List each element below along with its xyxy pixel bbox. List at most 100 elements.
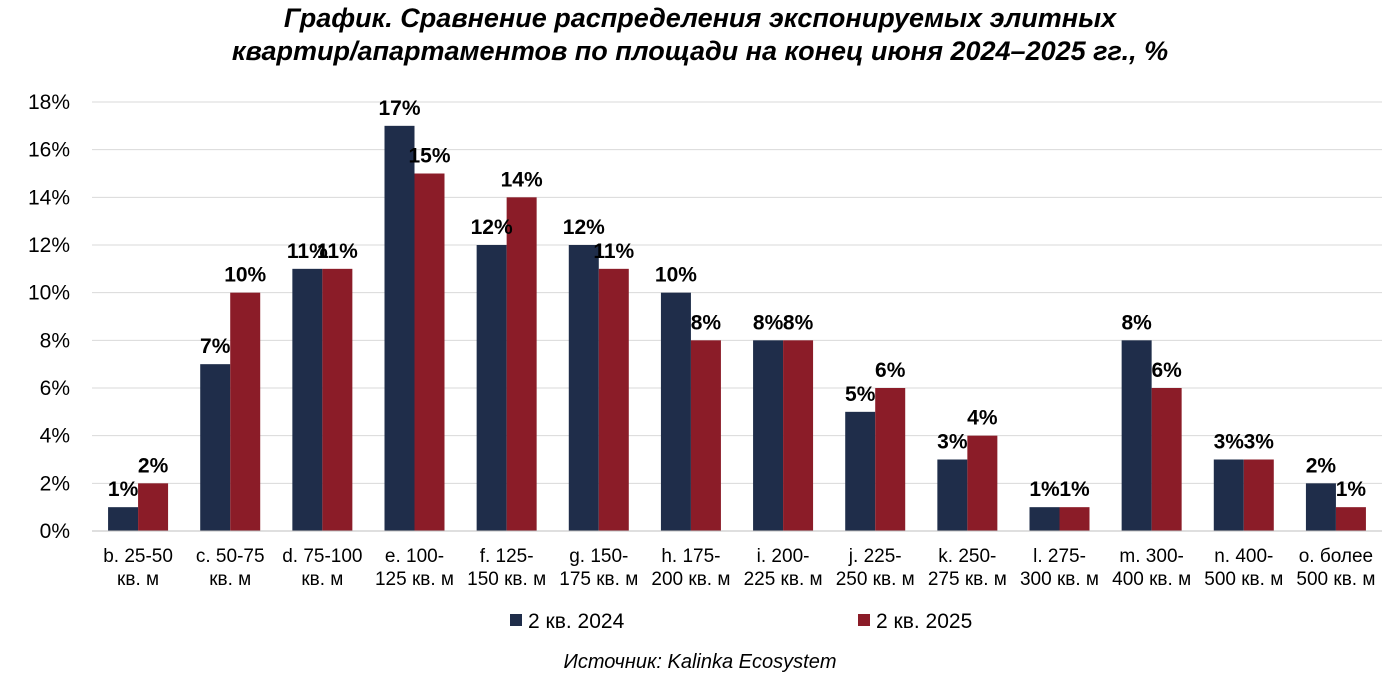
x-tick-label-0-1: кв. м: [117, 569, 159, 590]
data-label-s1-10: 1%: [1059, 478, 1090, 501]
data-label-s0-6: 10%: [655, 264, 697, 287]
data-label-s0-5: 12%: [563, 216, 605, 239]
x-tick-label-1-1: кв. м: [209, 569, 251, 590]
bar-s1-9: [967, 435, 998, 531]
x-tick-label-7-0: i. 200-: [757, 546, 810, 567]
x-tick-label-11-1: 400 кв. м: [1112, 569, 1191, 590]
data-labels: 1%2%7%10%11%11%17%15%12%14%12%11%10%8% 8%…: [108, 97, 1367, 501]
x-tick-label-5-0: g. 150-: [569, 546, 628, 567]
x-tick-label-6-0: h. 175-: [661, 546, 720, 567]
x-tick-label-9-0: k. 250-: [938, 546, 996, 567]
data-label-s1-3: 15%: [408, 145, 450, 168]
y-tick-label-8: 16%: [28, 139, 70, 162]
bar-s0-12: [1213, 459, 1244, 531]
data-label-s0-2: 11%: [287, 240, 328, 263]
legend-label-1: 2 кв. 2025: [876, 610, 972, 633]
bar-s1-4: [506, 197, 537, 532]
bar-s1-2: [322, 268, 353, 531]
data-label-s1-11: 6%: [1151, 359, 1182, 382]
bar-s0-6: [660, 292, 691, 531]
x-tick-label-1-0: c. 50-75: [196, 546, 265, 567]
bar-s1-5: [598, 268, 629, 531]
data-label-s0-0: 1%: [108, 478, 139, 501]
bar-s1-12: [1243, 459, 1274, 531]
bar-s0-10: [1029, 507, 1060, 531]
bar-s0-11: [1121, 340, 1152, 531]
gridlines: [92, 101, 1382, 532]
bar-s1-1: [230, 292, 261, 531]
data-label-s1-7: 8%: [783, 311, 814, 334]
bar-s0-13: [1305, 483, 1336, 531]
y-tick-label-1: 2%: [40, 472, 70, 495]
data-label-s1-5: 11%: [593, 240, 634, 263]
bar-s0-3: [384, 125, 415, 531]
bar-s1-3: [414, 173, 445, 531]
x-tick-label-8-0: j. 225-: [848, 546, 902, 567]
x-tick-label-4-1: 150 кв. м: [467, 569, 546, 590]
x-tick-label-3-1: 125 кв. м: [375, 569, 454, 590]
x-tick-label-5-1: 175 кв. м: [559, 569, 638, 590]
bar-s0-7: [753, 340, 784, 531]
y-tick-label-7: 14%: [28, 186, 70, 209]
data-label-s1-1: 10%: [224, 264, 266, 287]
y-tick-label-4: 8%: [40, 329, 70, 352]
data-label-s1-9: 4%: [967, 407, 998, 430]
legend-label-0: 2 кв. 2024: [528, 610, 625, 633]
bar-s0-9: [937, 459, 968, 531]
bar-s1-8: [875, 388, 906, 531]
source-note: Источник: Kalinka Ecosystem: [563, 651, 837, 673]
data-label-s1-12: 3%: [1244, 431, 1275, 454]
y-tick-label-0: 0%: [40, 520, 70, 543]
x-tick-label-0-0: b. 25-50: [103, 546, 173, 567]
bar-s0-4: [476, 245, 507, 531]
legend: 2 кв. 2024 2 кв. 2025: [510, 610, 972, 633]
bar-s1-11: [1151, 388, 1182, 531]
data-label-s0-3: 17%: [378, 97, 420, 120]
data-label-s1-6: 8%: [691, 311, 722, 334]
data-label-s0-13: 2%: [1306, 454, 1337, 477]
bar-s0-8: [845, 411, 876, 531]
data-label-s1-8: 6%: [875, 359, 906, 382]
data-label-s1-2: 11%: [317, 240, 358, 263]
data-label-s0-10: 1%: [1029, 478, 1060, 501]
bar-s0-0: [108, 507, 139, 531]
legend-swatch-1: [858, 614, 870, 626]
bar-s0-1: [200, 364, 231, 531]
bars: [108, 125, 1366, 532]
x-tick-label-2-0: d. 75-100: [282, 546, 362, 567]
x-tick-label-12-1: 500 кв. м: [1204, 569, 1283, 590]
bar-s1-7: [783, 340, 814, 531]
data-label-s0-1: 7%: [200, 335, 231, 358]
bar-s0-2: [292, 268, 323, 531]
x-tick-label-4-0: f. 125-: [480, 546, 534, 567]
x-tick-label-3-0: e. 100-: [385, 546, 444, 567]
data-label-s0-4: 12%: [471, 216, 513, 239]
x-tick-label-9-1: 275 кв. м: [928, 569, 1007, 590]
y-tick-label-3: 6%: [40, 377, 70, 400]
data-label-s0-9: 3%: [937, 431, 968, 454]
y-tick-label-2: 4%: [40, 425, 70, 448]
data-label-s1-0: 2%: [138, 454, 169, 477]
bar-s1-10: [1059, 507, 1090, 531]
x-tick-label-10-1: 300 кв. м: [1020, 569, 1099, 590]
x-tick-label-13-0: o. более: [1299, 546, 1373, 567]
x-tick-label-7-1: 225 кв. м: [744, 569, 823, 590]
x-tick-label-8-1: 250 кв. м: [836, 569, 915, 590]
bar-s0-5: [568, 245, 599, 531]
data-label-s0-12: 3%: [1214, 431, 1245, 454]
legend-swatch-0: [510, 614, 522, 626]
y-tick-label-6: 12%: [28, 234, 70, 257]
chart-title: График. Сравнение распределения экспонир…: [0, 2, 1400, 68]
chart-title-line-1: График. Сравнение распределения экспонир…: [283, 3, 1117, 33]
data-label-s0-11: 8%: [1121, 311, 1152, 334]
bar-s1-6: [690, 340, 721, 531]
x-tick-label-13-1: 500 кв. м: [1296, 569, 1375, 590]
bar-s1-0: [138, 483, 169, 531]
x-tick-label-6-1: 200 кв. м: [651, 569, 730, 590]
data-label-s0-7: 8%: [753, 311, 784, 334]
chart-title-line-2: квартир/апартаментов по площади на конец…: [231, 36, 1169, 66]
data-label-s0-8: 5%: [845, 383, 876, 406]
data-label-s1-4: 14%: [501, 168, 543, 191]
